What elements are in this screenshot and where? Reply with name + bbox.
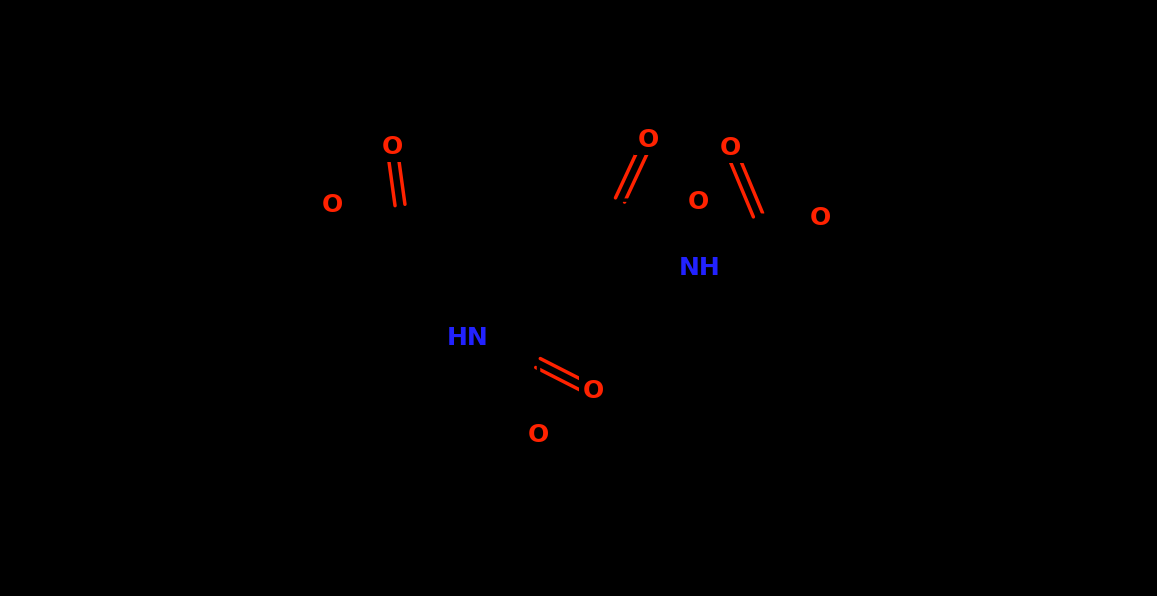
Text: O: O [687,190,708,214]
Text: NH: NH [679,256,721,280]
Text: HN: HN [447,326,489,350]
Text: O: O [720,136,740,160]
Text: O: O [528,423,548,447]
Text: O: O [582,379,604,403]
Text: O: O [810,206,831,230]
Text: O: O [638,128,658,152]
Text: O: O [382,135,403,159]
Text: O: O [322,193,342,217]
